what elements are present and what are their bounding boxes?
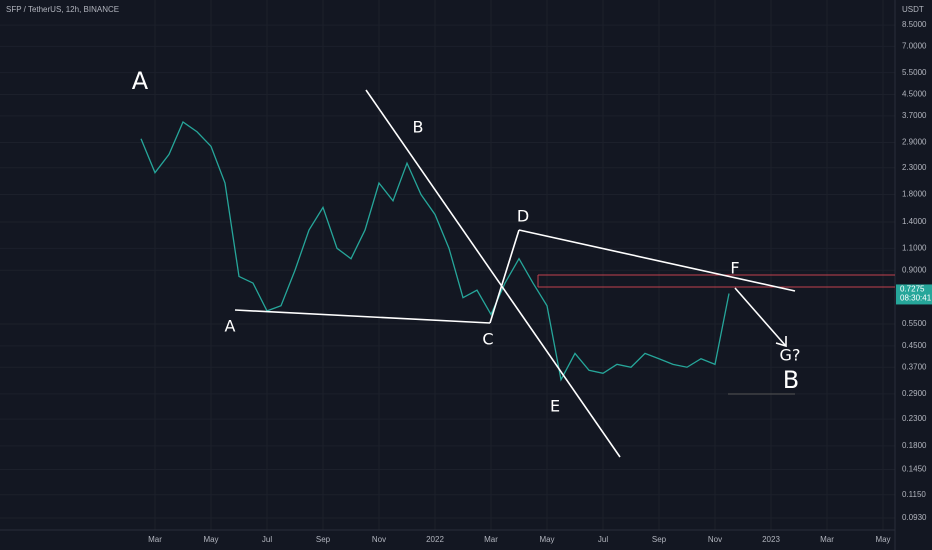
annotation: B xyxy=(413,118,424,137)
x-tick-label: Nov xyxy=(372,535,386,544)
y-tick-label: 0.2900 xyxy=(902,389,927,398)
y-tick-label: 8.5000 xyxy=(902,20,927,29)
plot xyxy=(140,120,730,382)
annotation: E xyxy=(550,397,560,416)
y-tick-label: 3.7000 xyxy=(902,111,927,120)
y-tick-label: 0.1800 xyxy=(902,441,927,450)
trend-line xyxy=(234,309,491,324)
y-tick-label: 4.5000 xyxy=(902,90,927,99)
annotation: A xyxy=(225,317,236,336)
trend-line xyxy=(365,89,621,458)
y-tick-label: 1.8000 xyxy=(902,190,927,199)
arrow xyxy=(734,287,786,346)
annotation: C xyxy=(482,330,493,349)
annotation: F xyxy=(730,259,739,278)
y-tick-label: 7.0000 xyxy=(902,41,927,50)
arrow-head xyxy=(775,336,787,348)
y-tick-label: 2.3000 xyxy=(902,163,927,172)
annotation: A xyxy=(132,67,149,95)
x-tick-label: 2022 xyxy=(426,535,444,544)
annotation: D xyxy=(517,207,529,226)
x-tick-label: Mar xyxy=(820,535,834,544)
y-tick-label: 0.3700 xyxy=(902,362,927,371)
x-tick-label: May xyxy=(875,535,890,544)
y-tick-label: 1.4000 xyxy=(902,217,927,226)
y-tick-label: 2.9000 xyxy=(902,138,927,147)
y-tick-label: 0.4500 xyxy=(902,341,927,350)
y-tick-label: 0.2300 xyxy=(902,414,927,423)
x-tick-label: Mar xyxy=(484,535,498,544)
price-label-box xyxy=(896,284,932,305)
y-tick-label: 1.1000 xyxy=(902,243,927,252)
x-tick-label: Jul xyxy=(598,535,608,544)
price-line xyxy=(140,120,730,382)
y-tick-label: 0.1450 xyxy=(902,465,927,474)
chart-title: SFP / TetherUS, 12h, BINANCE xyxy=(6,5,119,14)
grid xyxy=(0,0,895,530)
annotation: G? xyxy=(780,346,801,365)
y-tick-label: 0.5500 xyxy=(902,319,927,328)
x-tick-label: Nov xyxy=(708,535,722,544)
y-tick-label: 5.5000 xyxy=(902,68,927,77)
x-tick-label: May xyxy=(539,535,554,544)
x-tick-label: Jul xyxy=(262,535,272,544)
x-tick-label: Sep xyxy=(652,535,667,544)
annotation: B xyxy=(783,366,799,394)
y-tick-label: 0.9000 xyxy=(902,265,927,274)
x-tick-label: May xyxy=(203,535,218,544)
drawings: A B A B C D E F G? xyxy=(132,67,895,458)
x-tick-label: Mar xyxy=(148,535,162,544)
y-tick-label: 0.1150 xyxy=(902,490,926,499)
y-tick-label: 0.0930 xyxy=(902,513,927,522)
x-tick-label: 2023 xyxy=(762,535,780,544)
last-price: 0.7275 xyxy=(900,285,925,294)
trend-line xyxy=(518,229,796,292)
y-unit: USDT xyxy=(902,5,924,14)
x-tick-label: Sep xyxy=(316,535,331,544)
countdown: 08:30:41 xyxy=(900,294,932,303)
trend-line xyxy=(489,229,520,324)
